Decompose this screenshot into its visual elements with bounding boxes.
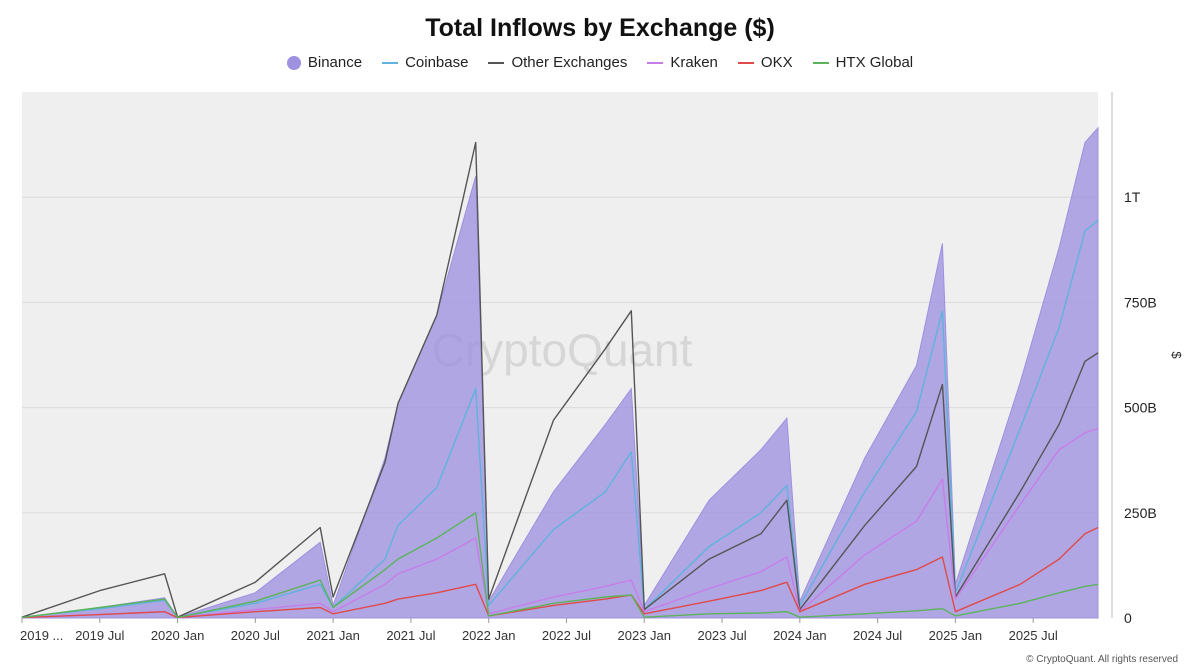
legend-swatch xyxy=(382,61,399,64)
x-tick-label: 2019 Jul xyxy=(75,628,124,643)
x-tick-label: 2025 Jan xyxy=(929,628,983,643)
y-tick-label: 500B xyxy=(1124,400,1157,416)
y-tick-label: 750B xyxy=(1124,294,1157,310)
series-layer xyxy=(21,126,1099,619)
legend-item-binance[interactable]: Binance xyxy=(286,54,363,71)
x-tick-label: 2021 Jul xyxy=(386,628,435,643)
legend-swatch xyxy=(737,61,754,64)
legend-label: Binance xyxy=(307,54,363,71)
chart-legend: Binance Coinbase Other Exchanges Kraken OKX H… xyxy=(0,54,1200,71)
x-tick-label: 2019 ... xyxy=(20,628,63,643)
series-line-okx xyxy=(21,526,1099,619)
chart-title: Total Inflows by Exchange ($) xyxy=(425,14,775,42)
legend-item-kraken[interactable]: Kraken xyxy=(647,54,718,71)
y-tick-label: 1T xyxy=(1124,189,1141,205)
x-tick-label: 2023 Jan xyxy=(618,628,672,643)
legend-label: Kraken xyxy=(670,54,718,71)
x-tick-label: 2024 Jan xyxy=(773,628,827,643)
legend-item-htx-global[interactable]: HTX Global xyxy=(812,54,914,71)
x-tick-label: 2024 Jul xyxy=(853,628,902,643)
legend-swatch xyxy=(286,55,301,70)
legend-item-other-exchanges[interactable]: Other Exchanges xyxy=(488,54,627,71)
x-tick-label: 2022 Jan xyxy=(462,628,516,643)
x-axis: 2019 ... 2019 Jul 2020 Jan 2020 Jul 2021 Jan… xyxy=(20,618,1058,643)
y-axis-label: $ xyxy=(1169,351,1184,359)
x-tick-label: 2020 Jan xyxy=(151,628,205,643)
y-tick-label: 0 xyxy=(1124,610,1132,626)
y-tick-label: 250B xyxy=(1124,505,1157,521)
x-tick-label: 2022 Jul xyxy=(542,628,591,643)
legend-swatch xyxy=(647,61,664,64)
legend-label: OKX xyxy=(760,54,793,71)
x-tick-label: 2025 Jul xyxy=(1009,628,1058,643)
x-tick-label: 2020 Jul xyxy=(231,628,280,643)
copyright-footer: © CryptoQuant. All rights reserved xyxy=(1026,654,1178,665)
legend-item-coinbase[interactable]: Coinbase xyxy=(382,54,468,71)
x-tick-label: 2021 Jan xyxy=(306,628,360,643)
legend-swatch xyxy=(812,61,829,64)
series-line-kraken xyxy=(21,427,1099,619)
series-line-other-exchanges xyxy=(21,141,1099,618)
series-line-htx-global xyxy=(21,512,1099,619)
series-line-coinbase xyxy=(21,219,1099,618)
legend-label: HTX Global xyxy=(835,54,914,71)
x-tick-label: 2023 Jul xyxy=(697,628,746,643)
legend-label: Other Exchanges xyxy=(511,54,628,71)
legend-swatch xyxy=(488,61,505,64)
legend-item-okx[interactable]: OKX xyxy=(737,54,793,71)
legend-label: Coinbase xyxy=(405,54,469,71)
y-axis: 0 250B 500B 750B 1T xyxy=(1111,92,1157,626)
